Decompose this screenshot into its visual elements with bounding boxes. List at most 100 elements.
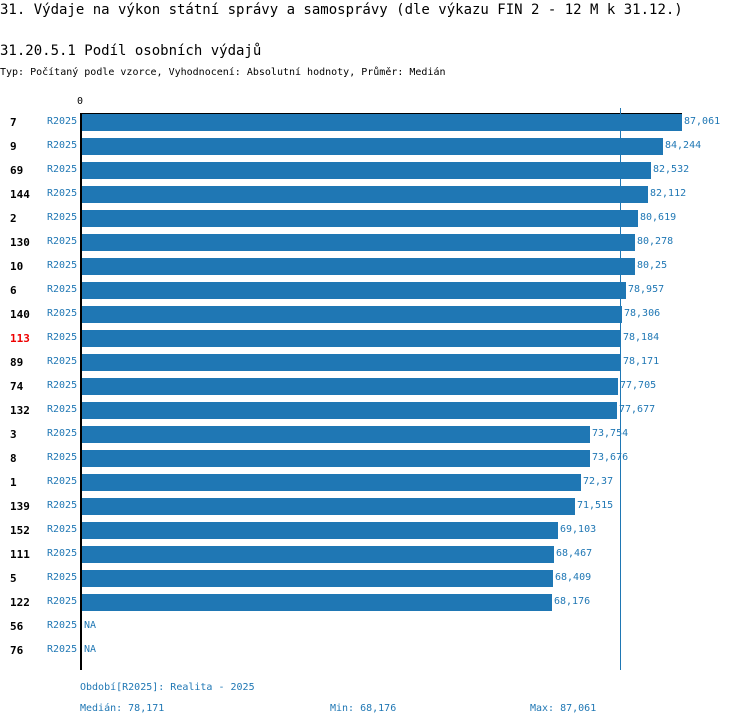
row-period: R2025 [47,428,78,439]
row-period: R2025 [47,452,78,463]
row-id: 144 [10,188,30,201]
row-period: R2025 [47,284,78,295]
row-id: 9 [10,140,17,153]
row-id: 5 [10,572,17,585]
data-label: 77,677 [619,404,656,415]
chart-row: 8 R2025 73,676 [0,447,750,471]
data-label: 68,409 [555,572,592,583]
data-label: NA [84,644,97,655]
row-period: R2025 [47,356,78,367]
row-id: 76 [10,644,24,657]
row-period: R2025 [47,164,78,175]
row-id: 69 [10,164,24,177]
median-line [620,108,621,670]
data-label: 73,754 [592,428,629,439]
y-axis-line [80,113,82,670]
row-id: 89 [10,356,24,369]
bar [82,234,635,251]
data-label: 71,515 [577,500,614,511]
row-id: 7 [10,116,17,129]
chart-row: 89 R2025 78,171 [0,351,750,375]
bar [82,138,663,155]
bar [82,330,621,347]
bar [82,186,648,203]
row-id: 140 [10,308,30,321]
chart-row: 3 R2025 73,754 [0,423,750,447]
data-label: 72,37 [583,476,614,487]
row-period: R2025 [47,140,78,151]
data-label: 73,676 [592,452,629,463]
footer-period: Období[R2025]: Realita - 2025 [80,682,255,693]
row-period: R2025 [47,596,78,607]
indicator-title: 31.20.5.1 Podíl osobních výdajů [0,43,262,59]
row-id: 2 [10,212,17,225]
chart-row: 152 R2025 69,103 [0,519,750,543]
row-period: R2025 [47,500,78,511]
footer-max: Max: 87,061 [530,703,597,714]
row-period: R2025 [47,236,78,247]
row-period: R2025 [47,476,78,487]
data-label: 69,103 [560,524,597,535]
bar [82,498,575,515]
chart-row: 122 R2025 68,176 [0,591,750,615]
top-axis-line [80,113,682,114]
bar [82,306,622,323]
data-label: 78,306 [624,308,661,319]
chart-row: 132 R2025 77,677 [0,399,750,423]
chart-row: 139 R2025 71,515 [0,495,750,519]
chart-row: 111 R2025 68,467 [0,543,750,567]
row-period: R2025 [47,620,78,631]
chart-row: 10 R2025 80,25 [0,255,750,279]
row-id: 130 [10,236,30,249]
row-period: R2025 [47,572,78,583]
indicator-info: Typ: Počítaný podle vzorce, Vyhodnocení:… [0,67,446,78]
bar [82,402,617,419]
bar [82,546,554,563]
row-id: 8 [10,452,17,465]
report-title: 31. Výdaje na výkon státní správy a samo… [0,2,683,18]
data-label: 80,25 [637,260,668,271]
data-label: 80,278 [637,236,674,247]
row-id: 74 [10,380,24,393]
chart-row: 144 R2025 82,112 [0,183,750,207]
chart-row: 74 R2025 77,705 [0,375,750,399]
bar [82,282,626,299]
bar [82,378,618,395]
chart-row: 113 R2025 78,184 [0,327,750,351]
row-period: R2025 [47,524,78,535]
row-period: R2025 [47,644,78,655]
data-label: NA [84,620,97,631]
bar [82,474,581,491]
row-id: 132 [10,404,30,417]
row-id: 6 [10,284,17,297]
chart-row: 2 R2025 80,619 [0,207,750,231]
chart-row: 1 R2025 72,37 [0,471,750,495]
row-id: 10 [10,260,24,273]
row-period: R2025 [47,188,78,199]
row-id: 3 [10,428,17,441]
row-id: 152 [10,524,30,537]
data-label: 78,171 [623,356,660,367]
chart-row: 7 R2025 87,061 [0,111,750,135]
bar [82,570,553,587]
row-id: 113 [10,332,30,345]
data-label: 77,705 [620,380,657,391]
row-id: 122 [10,596,30,609]
chart-row: 69 R2025 82,532 [0,159,750,183]
chart-row: 140 R2025 78,306 [0,303,750,327]
row-period: R2025 [47,404,78,415]
chart-row: 76 R2025 NA [0,639,750,663]
bar [82,258,635,275]
row-period: R2025 [47,116,78,127]
row-id: 56 [10,620,24,633]
data-label: 68,176 [554,596,591,607]
chart-row: 6 R2025 78,957 [0,279,750,303]
footer-median: Medián: 78,171 [80,703,165,714]
row-id: 111 [10,548,30,561]
row-period: R2025 [47,380,78,391]
bar [82,522,558,539]
data-label: 82,532 [653,164,690,175]
row-id: 1 [10,476,17,489]
row-period: R2025 [47,332,78,343]
bar [82,594,552,611]
